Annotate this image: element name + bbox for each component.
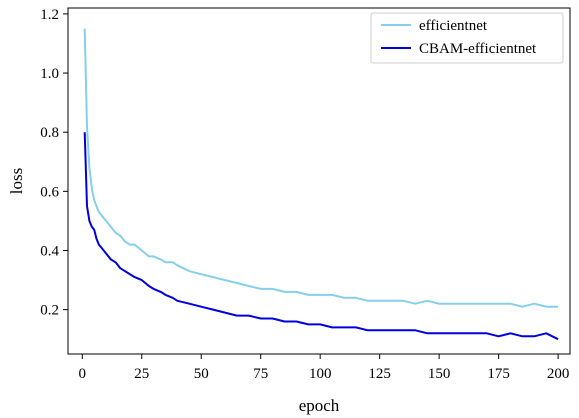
x-tick-label: 75 — [253, 366, 268, 382]
x-tick-label: 50 — [194, 366, 209, 382]
y-axis-ticks: 0.2 0.4 0.6 0.8 1.0 1.2 — [40, 7, 68, 319]
series-line-cbam-efficientnet — [83, 132, 559, 341]
x-tick-label: 100 — [309, 366, 332, 382]
x-tick-label: 200 — [547, 366, 570, 382]
legend: efficientnet CBAM-efficientnet — [370, 12, 564, 64]
y-tick-label: 0.6 — [40, 184, 59, 200]
y-tick-label: 1.0 — [40, 66, 59, 82]
x-tick-label: 175 — [487, 366, 510, 382]
x-axis-label: epoch — [299, 396, 340, 415]
legend-box — [370, 12, 564, 64]
y-tick-label: 0.2 — [40, 303, 59, 319]
plot-frame — [67, 7, 571, 355]
legend-label-cbam-efficientnet: CBAM-efficientnet — [419, 41, 537, 57]
x-tick-label: 25 — [134, 366, 149, 382]
y-axis-label: loss — [7, 168, 26, 194]
y-tick-label: 1.2 — [40, 7, 59, 23]
y-tick-label: 0.4 — [40, 243, 59, 259]
x-axis-ticks: 0 25 50 75 100 125 150 175 200 — [79, 354, 570, 382]
legend-label-efficientnet: efficientnet — [419, 18, 488, 34]
series-line-efficientnet — [83, 28, 559, 308]
y-tick-label: 0.8 — [40, 125, 59, 141]
series-lines — [83, 28, 559, 341]
x-tick-label: 0 — [79, 366, 87, 382]
x-tick-label: 150 — [428, 366, 451, 382]
x-tick-label: 125 — [368, 366, 391, 382]
